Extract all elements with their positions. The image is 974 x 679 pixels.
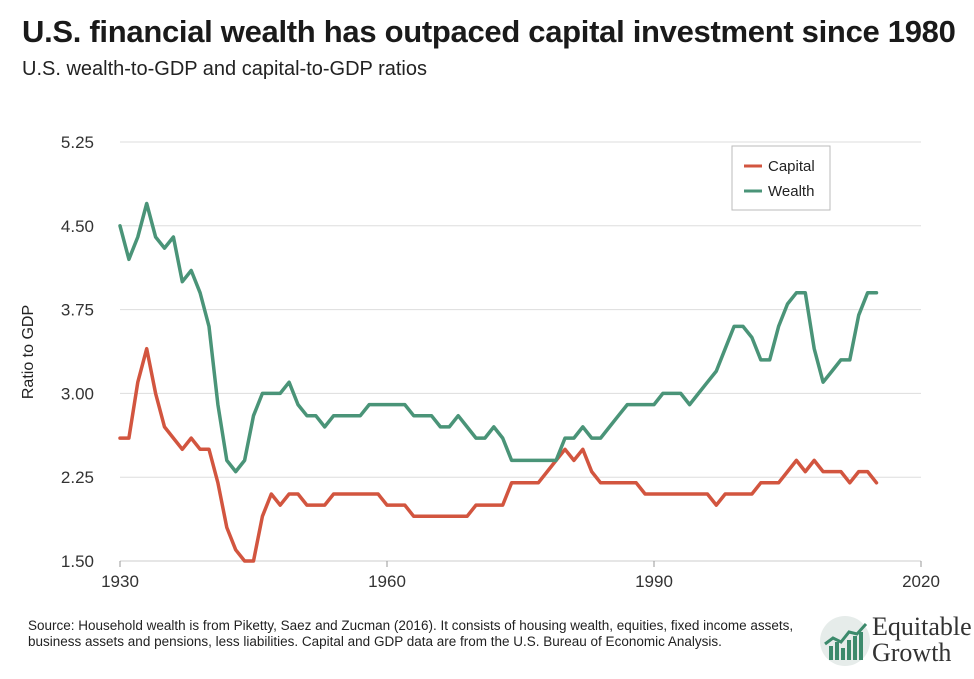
x-tick-label: 1960 xyxy=(368,572,406,591)
x-tick-label: 1930 xyxy=(101,572,139,591)
logo-wordmark: Equitable Growth xyxy=(872,614,972,666)
legend: Capital Wealth xyxy=(731,145,831,211)
source-note: Source: Household wealth is from Piketty… xyxy=(28,618,794,649)
series-line-wealth xyxy=(118,201,879,474)
chart-title: U.S. financial wealth has outpaced capit… xyxy=(22,14,956,49)
chart-subtitle: U.S. wealth-to-GDP and capital-to-GDP ra… xyxy=(22,58,427,80)
y-tick-labels: 1.50 2.25 3.00 3.75 4.50 5.25 xyxy=(61,133,94,571)
y-tick-label: 5.25 xyxy=(61,133,94,152)
logo-line-1: Equitable xyxy=(872,612,972,641)
y-tick-label: 1.50 xyxy=(61,552,94,571)
series-layer xyxy=(118,201,879,563)
legend-label-wealth: Wealth xyxy=(768,183,814,200)
y-axis-label: Ratio to GDP xyxy=(20,305,37,399)
growth-chart-icon xyxy=(820,616,870,666)
grid-layer xyxy=(119,141,922,567)
logo-line-2: Growth xyxy=(872,638,952,667)
series-line-capital xyxy=(118,346,879,563)
legend-label-capital: Capital xyxy=(768,158,815,175)
line-chart: 1.50 2.25 3.00 3.75 4.50 5.25 1930 1960 1990 202… xyxy=(20,133,940,591)
x-tick-label: 2020 xyxy=(902,572,940,591)
equitable-growth-logo: Equitable Growth xyxy=(820,612,972,672)
y-tick-label: 3.75 xyxy=(61,301,94,320)
y-tick-label: 3.00 xyxy=(61,384,94,403)
y-tick-label: 2.25 xyxy=(61,468,94,487)
x-tick-labels: 1930 1960 1990 2020 xyxy=(101,572,940,591)
x-tick-label: 1990 xyxy=(635,572,673,591)
y-tick-label: 4.50 xyxy=(61,217,94,236)
